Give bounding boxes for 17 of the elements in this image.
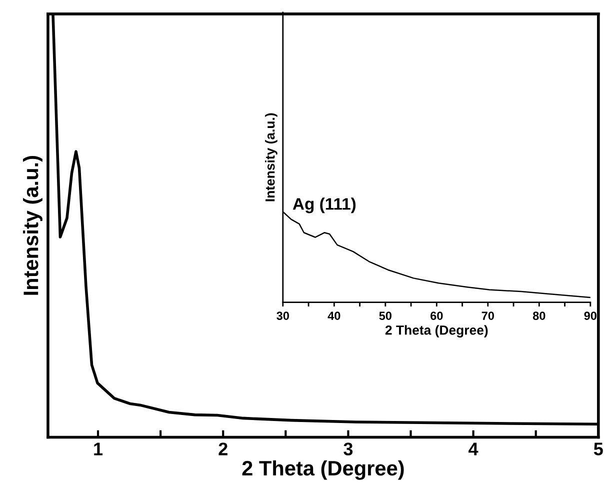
x-tick-label: 90: [584, 312, 596, 320]
x-tick-label: 2: [218, 442, 228, 456]
y-axis-title: Intensity (a.u.): [265, 113, 278, 202]
x-tick-label: 1: [94, 442, 103, 456]
x-axis-title: 2 Theta (Degree): [385, 325, 488, 338]
x-tick-label: 30: [276, 312, 289, 320]
x-tick-label: 80: [532, 312, 546, 320]
x-tick-label: 50: [379, 312, 392, 320]
x-tick-label: 5: [594, 442, 603, 456]
x-tick-label: 70: [482, 312, 494, 320]
x-tick-label: 40: [328, 312, 340, 320]
x-tick-label: 4: [468, 442, 478, 456]
y-axis-title: Intensity (a.u.): [22, 156, 42, 295]
x-axis-title: 2 Theta (Degree): [242, 460, 404, 480]
annotation: Ag (111): [292, 198, 356, 214]
x-tick-label: 60: [430, 312, 443, 320]
x-tick-label: 3: [344, 442, 353, 456]
